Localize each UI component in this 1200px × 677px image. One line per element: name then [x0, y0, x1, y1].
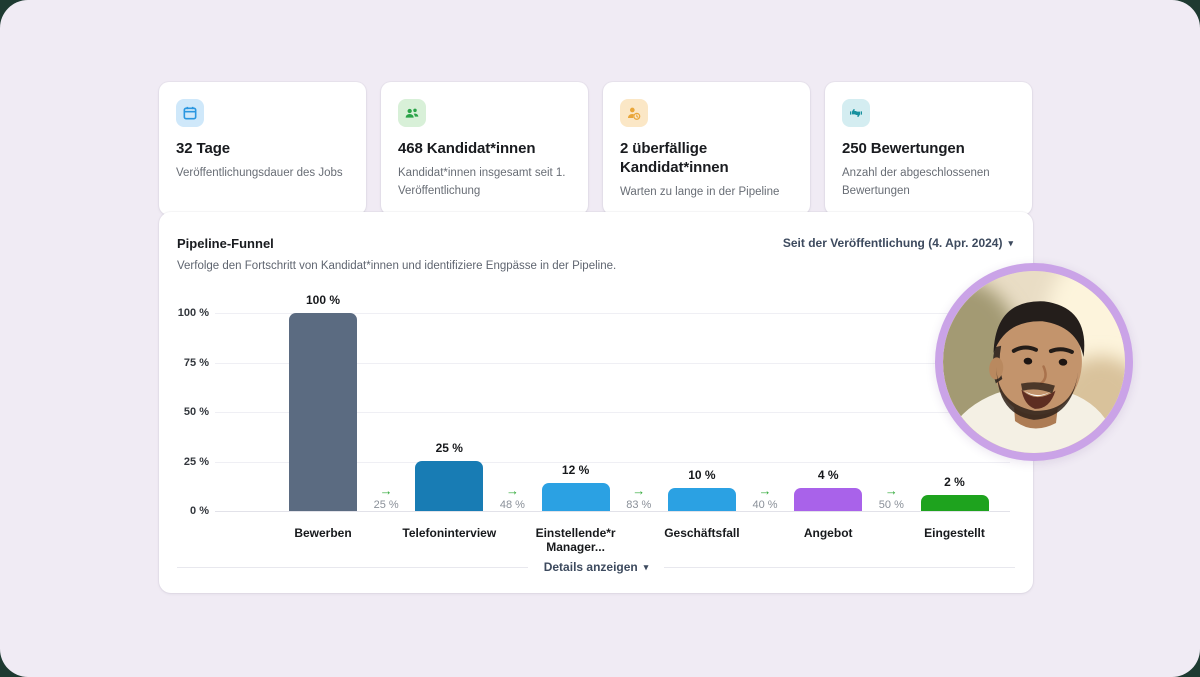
stat-icon-tile [842, 99, 870, 127]
funnel-bar-gesch-ftsfall[interactable] [667, 488, 736, 511]
conversion-arrow-icon: → [884, 483, 898, 498]
stat-title: 468 Kandidat*innen [398, 140, 536, 157]
x-axis-label: Telefoninterview [402, 526, 497, 540]
stat-icon-tile [176, 99, 204, 127]
funnel-bar-bewerben[interactable] [289, 313, 357, 511]
stat-description: Kandidat*innen insgesamt seit 1. Veröffe… [398, 166, 566, 198]
x-axis-label: Angebot [803, 526, 853, 540]
details-toggle[interactable]: Details anzeigen ▾ [544, 560, 649, 574]
gridline [215, 461, 1010, 463]
x-axis-label: Geschäftsfall [664, 526, 740, 540]
x-axis-label: Eingestellt [924, 526, 985, 540]
stat-card-job-duration: 32 Tage Veröffentlichungsdauer des Jobs [159, 82, 366, 215]
details-row: Details anzeigen ▾ [177, 556, 1015, 578]
stat-description: Veröffentlichungsdauer des Jobs [176, 166, 343, 179]
conversion-arrow-icon: → [379, 483, 393, 498]
date-range-filter[interactable]: Seit der Veröffentlichung (4. Apr. 2024)… [783, 236, 1013, 250]
bar-value-label: 2 % [944, 475, 965, 489]
y-axis-tick: 0 % [190, 505, 209, 517]
date-range-filter-label: Seit der Veröffentlichung (4. Apr. 2024) [782, 236, 1003, 250]
gridline [215, 412, 1010, 413]
bar-value-label: 10 % [688, 468, 716, 482]
stat-card-overdue-candidates: 2 überfällige Kandidat*innen Warten zu l… [603, 82, 810, 215]
stat-card-reviews: 250 Bewertungen Anzahl der abgeschlossen… [825, 82, 1032, 215]
pipeline-funnel-panel: Pipeline-Funnel Verfolge den Fortschritt… [159, 212, 1033, 593]
y-axis-tick: 25 % [183, 455, 209, 468]
funnel-bar-einstellende-r-manager-[interactable] [541, 483, 610, 511]
bar-value-label: 100 % [305, 293, 341, 307]
conversion-rate-label: 48 % [499, 499, 525, 511]
panel-title: Pipeline-Funnel [177, 236, 274, 251]
conversion-rate-label: 50 % [878, 499, 904, 511]
funnel-bar-angebot[interactable] [794, 488, 863, 511]
bar-value-label: 4 % [817, 468, 839, 482]
chevron-down-icon: ▾ [643, 561, 649, 572]
conversion-rate-label: 25 % [373, 499, 399, 511]
conversion-arrow-icon: → [632, 483, 646, 498]
profile-photo [935, 263, 1133, 461]
overdue-candidate-icon [626, 105, 642, 121]
stat-title: 250 Bewertungen [842, 140, 965, 157]
conversion-rate-label: 40 % [752, 499, 778, 511]
panel-subtitle: Verfolge den Fortschritt von Kandidat*in… [177, 260, 617, 272]
stat-icon-tile [620, 99, 648, 127]
stat-card-total-candidates: 468 Kandidat*innen Kandidat*innen insges… [381, 82, 588, 215]
x-axis-label: Einstellende*r Manager... [535, 526, 616, 554]
funnel-chart: 100 % 75 % 50 % 25 % 0 % 100 % Bewerben 25 % Tel… [159, 212, 1033, 593]
x-axis-label: Bewerben [294, 526, 352, 540]
stat-title: 32 Tage [176, 140, 231, 157]
bar-value-label: 25 % [435, 441, 463, 455]
stat-icon-tile [398, 99, 426, 127]
details-toggle-label: Details anzeigen [543, 560, 638, 574]
gridline [215, 313, 1010, 314]
y-axis-tick: 75 % [183, 356, 209, 369]
y-axis-tick: 100 % [177, 307, 209, 319]
bar-value-label: 12 % [561, 463, 590, 477]
stat-description: Warten zu lange in der Pipeline [620, 185, 780, 198]
stat-description: Anzahl der abgeschlossenen Bewertungen [842, 166, 990, 198]
portrait-illustration [943, 271, 1125, 453]
y-axis-tick: 50 % [183, 406, 209, 418]
funnel-bar-eingestellt[interactable] [920, 495, 989, 511]
gridline [215, 362, 1010, 364]
users-icon [404, 105, 420, 121]
conversion-arrow-icon: → [505, 483, 519, 498]
conversion-rate-label: 83 % [626, 499, 652, 511]
stat-title: 2 überfällige Kandidat*innen [620, 140, 729, 176]
chevron-down-icon: ▾ [1008, 237, 1013, 248]
conversion-arrow-icon: → [758, 483, 772, 498]
calendar-icon [182, 105, 198, 121]
gridline [215, 511, 1010, 512]
reviews-icon [848, 105, 864, 121]
stat-cards-row: 32 Tage Veröffentlichungsdauer des Jobs … [159, 82, 1034, 215]
funnel-bar-telefoninterview[interactable] [415, 461, 484, 511]
